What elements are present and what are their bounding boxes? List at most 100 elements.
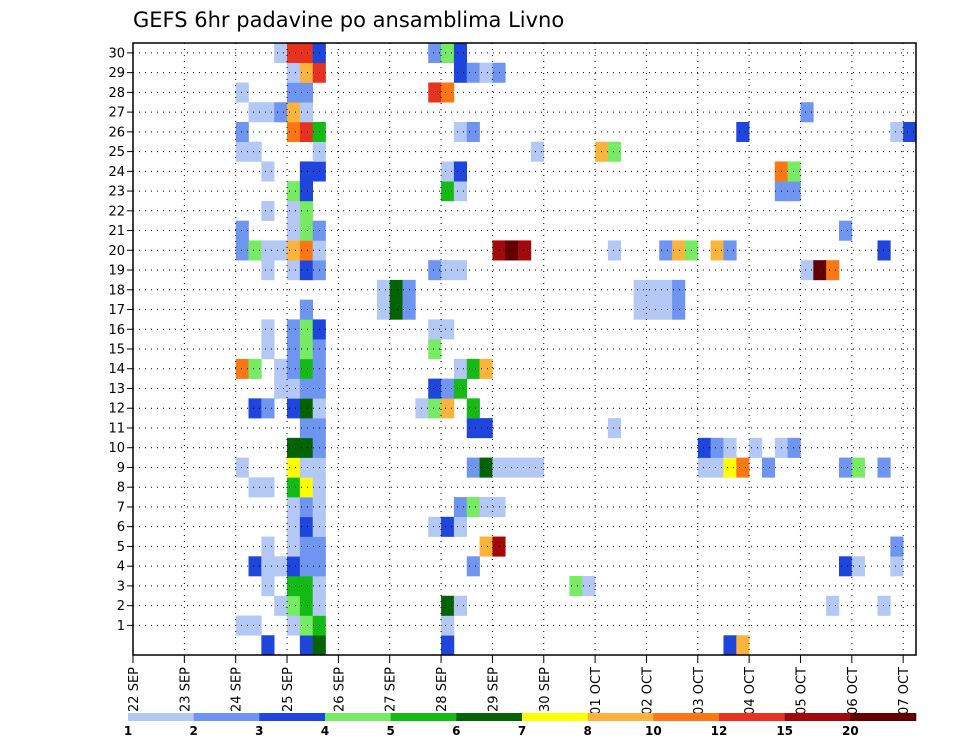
legend-swatch — [850, 713, 917, 721]
y-tick-label: 18 — [108, 283, 125, 298]
x-tick-label: 02 OCT — [640, 667, 655, 715]
heatmap-cell — [697, 437, 711, 458]
y-tick-label: 26 — [108, 125, 125, 140]
heatmap-cell — [749, 437, 763, 458]
heatmap-cell — [903, 121, 917, 143]
heatmap-cell — [287, 536, 301, 557]
heatmap-cell — [261, 398, 275, 419]
heatmap-cell — [299, 358, 314, 379]
heatmap-cell — [441, 82, 455, 103]
heatmap-cell — [261, 200, 275, 221]
heatmap-cell — [274, 102, 288, 123]
heatmap-cell — [261, 260, 275, 281]
heatmap-cell — [248, 477, 262, 498]
legend-label: 20 — [842, 724, 859, 738]
heatmap-cell — [235, 358, 249, 379]
heatmap-cell — [287, 378, 301, 399]
heatmap-cell — [389, 299, 403, 320]
heatmap-cell — [697, 457, 711, 478]
heatmap-cell — [287, 62, 301, 83]
heatmap-cell — [274, 556, 288, 577]
heatmap-cell — [479, 457, 493, 478]
heatmap-cell — [492, 62, 506, 83]
heatmap-cell — [646, 279, 660, 300]
heatmap-cell — [659, 279, 673, 300]
heatmap-cell — [723, 457, 737, 478]
heatmap-cell — [287, 477, 301, 498]
y-tick-label: 15 — [108, 343, 125, 358]
heatmap-cell — [235, 220, 249, 241]
legend-swatch — [456, 713, 523, 721]
y-tick-label: 11 — [108, 421, 125, 436]
heatmap-cell — [607, 418, 622, 439]
heatmap-cell — [723, 240, 737, 261]
heatmap-cell — [376, 299, 391, 320]
heatmap-cell — [838, 220, 853, 241]
heatmap-cell — [287, 240, 301, 261]
heatmap-cell — [287, 398, 301, 419]
heatmap-cell — [287, 43, 301, 64]
heatmap-cell — [441, 615, 455, 636]
heatmap-cell — [428, 319, 442, 340]
heatmap-cell — [479, 358, 493, 379]
heatmap-cell — [261, 339, 275, 360]
x-tick-label: 05 OCT — [794, 667, 809, 715]
heatmap-cell — [479, 418, 493, 439]
legend-swatch — [128, 713, 194, 721]
heatmap-cell — [287, 576, 301, 597]
heatmap-cell — [299, 536, 314, 557]
heatmap-cell — [287, 319, 301, 340]
heatmap-cell — [248, 102, 262, 123]
heatmap-cell — [235, 457, 249, 478]
heatmap-cell — [877, 240, 891, 261]
heatmap-cell — [736, 635, 750, 656]
heatmap-cell — [466, 121, 480, 143]
heatmap-cell — [530, 457, 545, 478]
heatmap-cell — [287, 358, 301, 379]
heatmap-cell — [453, 181, 468, 202]
heatmap-cell — [851, 556, 865, 577]
heatmap-cell — [287, 516, 301, 537]
heatmap-cell — [453, 378, 468, 399]
y-tick-label: 3 — [117, 579, 125, 594]
heatmap-cell — [287, 102, 301, 123]
legend-label: 2 — [189, 724, 197, 738]
heatmap-cell — [813, 260, 827, 281]
legend-label: 8 — [583, 724, 591, 738]
heatmap-cell — [787, 437, 801, 458]
heatmap-cell — [299, 477, 314, 498]
color-legend: 1 2 3 4 5 6 7 8 10 12 15 20 — [124, 713, 917, 738]
heatmap-cell — [261, 576, 275, 597]
heatmap-cell — [800, 260, 814, 281]
y-tick-label: 22 — [108, 204, 125, 219]
heatmap-cell — [299, 339, 314, 360]
heatmap-cell — [287, 339, 301, 360]
heatmap-cell — [299, 576, 314, 597]
x-tick-label: 03 OCT — [692, 667, 707, 715]
heatmap-cell — [261, 102, 275, 123]
heatmap-cell — [582, 576, 596, 597]
heatmap-cell — [235, 141, 249, 162]
heatmap-cell — [466, 418, 480, 439]
legend-label: 4 — [321, 724, 329, 738]
heatmap-cell — [466, 358, 480, 379]
y-tick-label: 28 — [108, 86, 125, 101]
legend-swatch — [259, 713, 326, 721]
heatmap-cell — [248, 358, 262, 379]
heatmap-cell — [287, 437, 301, 458]
heatmap-cell — [299, 497, 314, 518]
y-tick-label: 17 — [108, 303, 125, 318]
grid-lines — [133, 43, 916, 655]
heatmap-cell — [672, 240, 686, 261]
heatmap-cell — [428, 43, 442, 64]
heatmap-cell — [299, 378, 314, 399]
heatmap-cell — [287, 260, 301, 281]
x-tick-label: 26 SEP — [332, 667, 347, 712]
heatmap-cell — [274, 358, 288, 379]
heatmap-cell — [428, 260, 442, 281]
heatmap-cell — [890, 536, 904, 557]
y-tick-label: 27 — [108, 106, 125, 121]
heatmap-cell — [274, 240, 288, 261]
chart-title: GEFS 6hr padavine po ansamblima Livno — [133, 8, 564, 32]
heatmap-cell — [299, 299, 314, 320]
